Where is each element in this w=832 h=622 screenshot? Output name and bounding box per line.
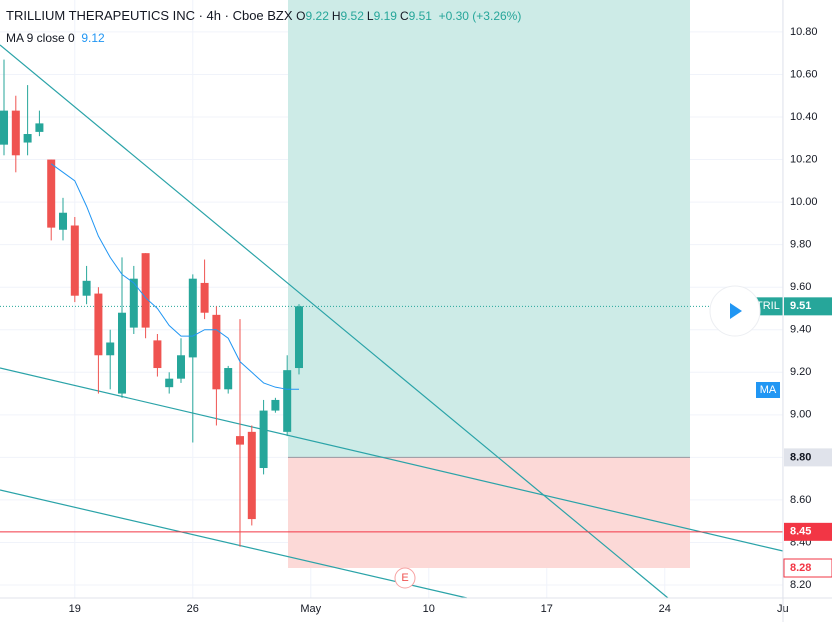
candle-body [165,378,174,388]
ohlc-value: 9.51 [408,9,432,23]
candle-body [188,278,197,358]
candle-body [259,410,268,469]
foreground: 10.80 10.60 10.40 10.20 10.00 9.80 9.60 9.40 9.2… [0,26,832,615]
price-label-box [784,297,832,316]
ohlc-label: C [399,9,409,23]
loss-zone [288,457,690,569]
y-tick-label: 10.60 [790,68,818,80]
candle-body [212,314,221,390]
x-tick-label: 10 [423,603,435,615]
play-button[interactable] [709,285,761,337]
y-tick-label: 9.00 [790,409,811,421]
ma-title: MA 9 close 0 [6,31,75,45]
trend-line [0,489,468,599]
ohlc-label: H [331,9,341,23]
symbol-title: TRILLIUM THERAPEUTICS INC · 4h · Cboe BZ… [6,8,293,23]
change: +0.30 (+3.26%) [438,9,522,23]
candle-body [177,355,186,379]
ohlc: O9.22 H9.52 L9.19 C9.51 [296,9,435,23]
play-icon[interactable] [730,303,742,319]
y-tick-label: 8.20 [790,579,811,591]
y-tick-label: 10.20 [790,153,818,165]
candle-body [247,431,256,520]
price-label: 8.45 [790,526,811,538]
profit-zone [288,0,690,458]
price-label: 8.28 [790,562,811,574]
y-tick-label: 10.80 [790,26,818,38]
price-label-box [784,522,832,541]
candle-body [118,312,127,394]
candle-body [35,123,44,132]
ohlc-label: O [296,9,306,23]
candle-body [94,293,103,356]
y-tick-label: 9.80 [790,239,811,251]
candle-body [82,280,91,296]
candle-body [141,253,150,328]
symbol-tag: TRIL [756,300,780,312]
ohlc-value: 9.52 [340,9,364,23]
candle-body [106,342,115,356]
trend-line [0,367,784,552]
ma-tag-box [756,382,780,398]
price-label-box [784,448,832,467]
trend-line [0,44,669,599]
candle-body [59,212,68,230]
candle-body [11,110,20,156]
symbol-row: TRILLIUM THERAPEUTICS INC · 4h · Cboe BZ… [6,8,521,23]
candle-body [200,282,209,313]
candle-body [283,370,292,432]
candle-body [224,368,233,390]
ma-row: MA 9 close 0 9.12 [6,31,521,45]
background [0,0,784,598]
candle-body [271,399,280,411]
ma-line [50,163,299,390]
event-label: E [401,572,408,584]
price-label-box [783,558,832,578]
candle-body [70,225,79,296]
y-tick-label: 9.20 [790,366,811,378]
candle-body [235,436,244,445]
y-tick-label: 10.40 [790,111,818,123]
x-tick-label: 19 [69,603,81,615]
y-tick-label: 9.60 [790,281,811,293]
candle-body [47,159,56,228]
candle-body [153,340,162,369]
x-tick-label: 26 [187,603,199,615]
legend: TRILLIUM THERAPEUTICS INC · 4h · Cboe BZ… [6,8,521,53]
drawings [0,44,784,599]
y-tick-label: 9.40 [790,324,811,336]
candle-body [294,306,303,369]
x-tick-label: 24 [659,603,671,615]
price-label: 8.80 [790,451,811,463]
candle-body [129,278,138,328]
y-tick-label: 8.60 [790,494,811,506]
candle-body [23,134,32,143]
event-circle [394,567,416,589]
ohlc-value: 9.19 [373,9,397,23]
x-tick-label: May [300,603,321,615]
candle-body [0,110,9,145]
price-label: 9.51 [790,300,811,312]
x-tick-label: 17 [541,603,553,615]
ohlc-value: 9.22 [305,9,329,23]
y-tick-label: 10.00 [790,196,818,208]
ma-tag: MA [760,384,777,396]
ohlc-label: L [366,9,374,23]
ma-value: 9.12 [81,31,105,45]
